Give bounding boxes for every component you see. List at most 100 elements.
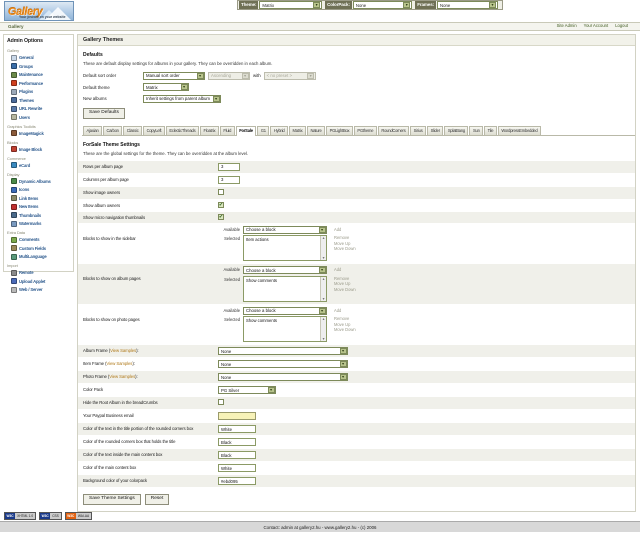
tab-roundcorners[interactable]: RoundCorners (377, 125, 410, 135)
sidebar-item-url-rewrite[interactable]: URL Rewrite (11, 105, 70, 112)
scroll-down-icon[interactable]: ▼ (321, 296, 326, 301)
chevron-down-icon[interactable]: ▼ (180, 84, 188, 90)
chevron-down-icon[interactable]: ▼ (339, 361, 347, 368)
tab-classic[interactable]: Classic (123, 125, 143, 135)
chevron-down-icon[interactable]: ▼ (313, 2, 321, 8)
new-albums-select[interactable]: Inherit settings from parent album ▼ (143, 94, 221, 103)
chevron-down-icon[interactable]: ▼ (307, 72, 315, 79)
remove-block-button[interactable]: Remove (334, 316, 350, 322)
scroll-down-icon[interactable]: ▼ (321, 337, 326, 342)
hide-root-album-checkbox[interactable] (218, 399, 224, 406)
listbox-scrollbar[interactable]: ▲ ▼ (320, 317, 326, 342)
chevron-down-icon[interactable]: ▼ (318, 307, 326, 314)
tab-matrix[interactable]: Matrix (289, 125, 306, 135)
tab-fluid[interactable]: Fluid (219, 125, 235, 135)
validation-badge[interactable]: W3C XHTML 1.0 (4, 512, 37, 520)
sidebar-item-comments[interactable]: Comments (11, 236, 70, 243)
sidebar-item-web-server[interactable]: Web / Server (11, 286, 70, 293)
move-down-button[interactable]: Move Down (334, 286, 356, 292)
chevron-down-icon[interactable]: ▼ (212, 95, 220, 102)
color-field-input[interactable]: White (218, 464, 256, 473)
columns-per-album-page-input[interactable]: 3 (218, 175, 240, 184)
show-album-owners-checkbox[interactable]: ✔ (218, 201, 224, 209)
sidebar-item-ecard[interactable]: eCard (11, 162, 70, 169)
move-down-button[interactable]: Move Down (334, 246, 356, 252)
colorpack-toolbar-select[interactable]: None ▼ (352, 1, 413, 9)
view-samples-link[interactable]: View Samples (110, 348, 137, 354)
gallery-logo[interactable]: Gallery Your photos on your website (4, 1, 74, 21)
remove-block-button[interactable]: Remove (334, 235, 350, 241)
scroll-up-icon[interactable]: ▲ (321, 317, 326, 322)
chevron-down-icon[interactable]: ▼ (241, 72, 249, 79)
available-block-select[interactable]: Choose a block ▼ (243, 266, 327, 275)
sidebar-item-users[interactable]: Users (11, 114, 70, 121)
tab-ajaxian[interactable]: Ajaxian (83, 125, 103, 135)
add-block-button[interactable]: Add (334, 267, 342, 273)
remove-block-button[interactable]: Remove (334, 275, 350, 281)
sidebar-item-upload-applet[interactable]: Upload Applet (11, 278, 70, 285)
breadcrumb[interactable]: Gallery (8, 23, 24, 29)
color-field-input[interactable]: Black (218, 438, 256, 447)
tab-sirius[interactable]: Sirius (410, 125, 427, 135)
default-theme-select[interactable]: Matrix ▼ (143, 83, 189, 91)
validation-badge[interactable]: W3C WAI-AA (64, 512, 93, 520)
rows-per-album-page-input[interactable]: 3 (218, 162, 240, 171)
tab-splatbang[interactable]: SplatBang (444, 125, 469, 135)
add-block-button[interactable]: Add (334, 226, 342, 232)
selected-blocks-listbox[interactable]: Show comments ▲ ▼ (243, 275, 327, 302)
scroll-down-icon[interactable]: ▼ (321, 256, 326, 261)
tab-slider[interactable]: Slider (427, 125, 444, 135)
tab-carbon[interactable]: Carbon (103, 125, 123, 135)
view-samples-link[interactable]: View Samples (106, 361, 133, 367)
available-block-select[interactable]: Choose a block ▼ (243, 306, 327, 315)
sidebar-item-imagemagick[interactable]: ImageMagick (11, 130, 70, 137)
sort-direction-select[interactable]: Ascending ▼ (208, 71, 250, 80)
scroll-up-icon[interactable]: ▲ (321, 276, 326, 281)
sort-preset-select[interactable]: < no preset > ▼ (263, 71, 316, 80)
selected-block-option[interactable]: Show comments (246, 277, 277, 283)
sidebar-item-performance[interactable]: Performance (11, 80, 70, 87)
sidebar-item-watermarks[interactable]: Watermarks (11, 220, 70, 227)
sidebar-item-dynamic-albums[interactable]: Dynamic Albums (11, 178, 70, 185)
frame-select[interactable]: None ▼ (218, 373, 348, 382)
sidebar-item-multilanguage[interactable]: MultiLanguage (11, 253, 70, 260)
listbox-scrollbar[interactable]: ▲ ▼ (320, 276, 326, 301)
sidebar-item-general[interactable]: General (11, 54, 70, 61)
scroll-up-icon[interactable]: ▲ (321, 236, 326, 241)
save-theme-settings-button[interactable]: Save Theme Settings (83, 494, 141, 506)
frame-select[interactable]: None ▼ (218, 347, 348, 356)
default-sort-order-select[interactable]: Manual sort order ▼ (143, 71, 205, 80)
sidebar-item-image-block[interactable]: Image Block (11, 146, 70, 153)
validation-badge[interactable]: W3C CSS (39, 512, 62, 520)
show-image-owners-checkbox[interactable] (218, 188, 224, 195)
selected-blocks-listbox[interactable]: Item actions ▲ ▼ (243, 235, 327, 262)
chevron-down-icon[interactable]: ▼ (318, 267, 326, 274)
add-block-button[interactable]: Add (334, 307, 342, 313)
tab-wordpressembedded[interactable]: WordpressEmbedded (497, 125, 541, 135)
logout-link[interactable]: Logout (615, 23, 628, 28)
chevron-down-icon[interactable]: ▼ (196, 72, 204, 79)
color-field-input[interactable]: Black (218, 451, 256, 460)
sidebar-item-link-items[interactable]: Link Items (11, 195, 70, 202)
move-up-button[interactable]: Move Up (334, 321, 351, 327)
tab-pglightbox[interactable]: PGLightBox (326, 125, 353, 135)
chevron-down-icon[interactable]: ▼ (267, 387, 275, 394)
frame-select[interactable]: None ▼ (218, 360, 348, 369)
listbox-scrollbar[interactable]: ▲ ▼ (320, 236, 326, 261)
tab-forsale[interactable]: ForSale (235, 125, 257, 136)
color-field-input[interactable]: #ebd095 (218, 477, 256, 486)
tab-copyleft[interactable]: CopyLeft (143, 125, 165, 135)
tab-pgtheme[interactable]: PGtheme (353, 125, 377, 135)
view-samples-link[interactable]: View Samples (109, 374, 136, 380)
sidebar-item-icons[interactable]: Icons (11, 186, 70, 193)
tab-floatrix[interactable]: Floatrix (199, 125, 219, 135)
tab-g1[interactable]: G1 (257, 125, 270, 135)
sidebar-item-custom-fields[interactable]: Custom Fields (11, 245, 70, 252)
frames-toolbar-select[interactable]: None ▼ (437, 1, 498, 9)
reset-button[interactable]: Reset (144, 494, 170, 506)
chevron-down-icon[interactable]: ▼ (318, 226, 326, 233)
color-field-input[interactable]: White (218, 425, 256, 434)
move-down-button[interactable]: Move Down (334, 327, 356, 333)
sidebar-item-maintenance[interactable]: Maintenance (11, 71, 70, 78)
sidebar-item-thumbnails[interactable]: Thumbnails (11, 212, 70, 219)
